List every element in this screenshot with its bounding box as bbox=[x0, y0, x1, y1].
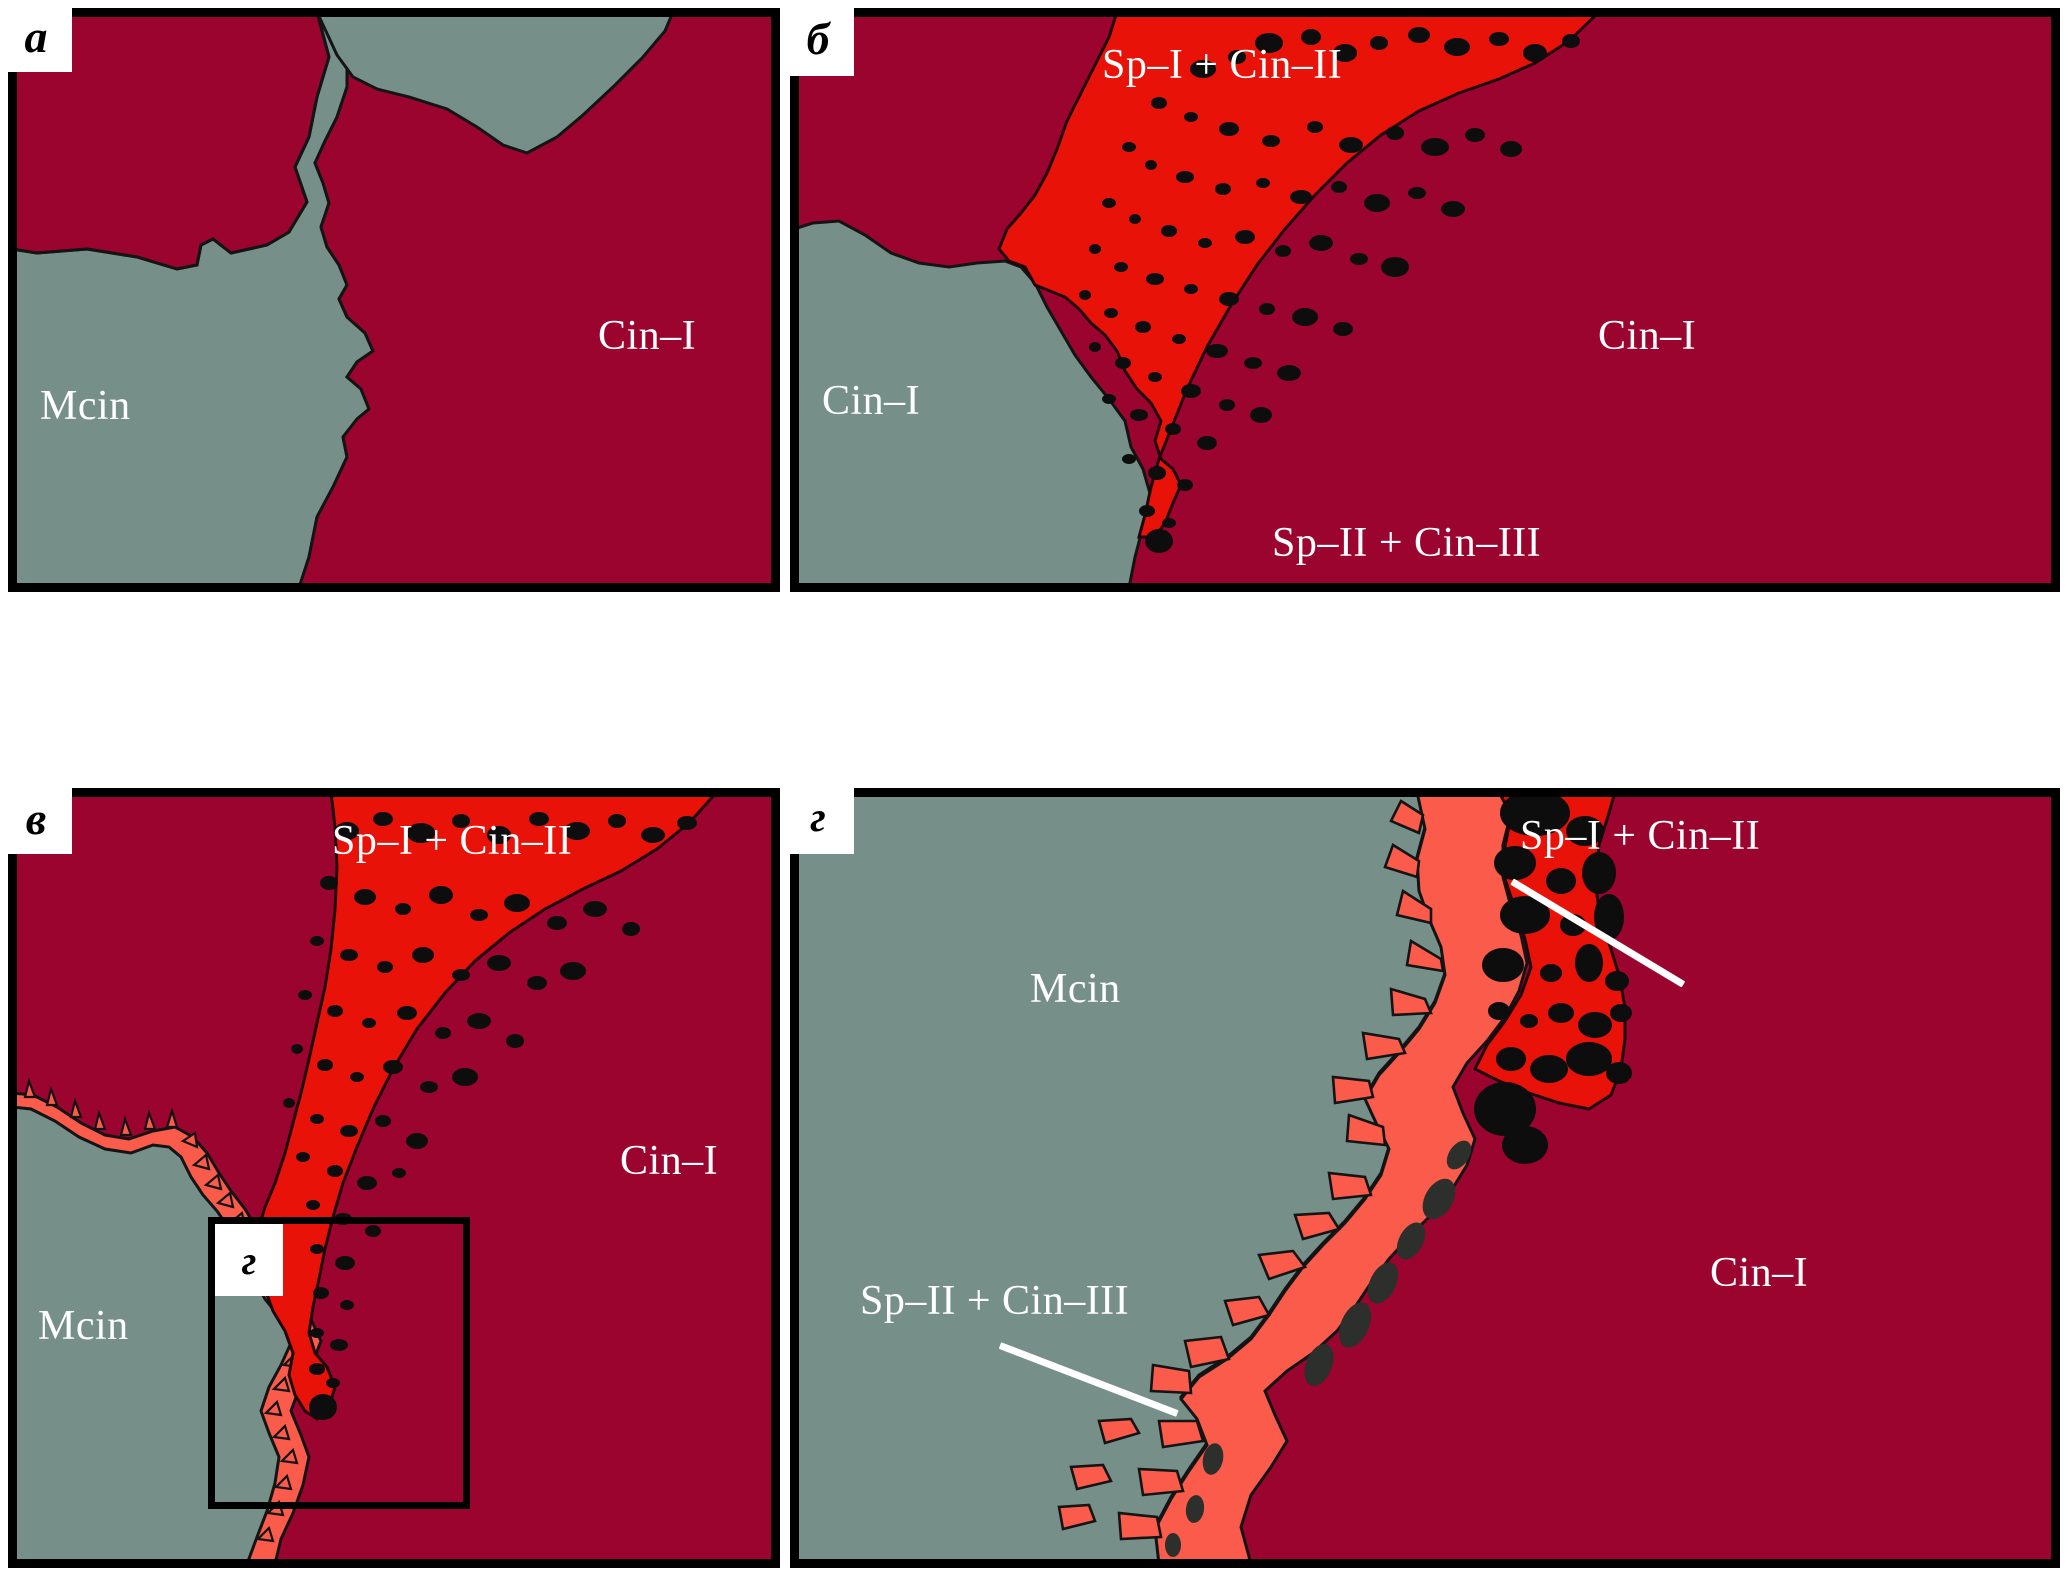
panel-v-label-mcin: Mcin bbox=[38, 1303, 129, 1349]
panel-v-label-sp1-cin2: Sp–I + Cin–II bbox=[332, 818, 573, 864]
panel-a-label-cin-1: Cin–I bbox=[598, 313, 697, 359]
sp2-inclusions-g bbox=[1165, 1140, 1472, 1557]
panel-a-label-mcin: Mcin bbox=[40, 383, 131, 429]
inset-region-g[interactable] bbox=[208, 1217, 470, 1509]
panel-v-label: в bbox=[0, 782, 72, 854]
panel-a-canvas bbox=[17, 17, 771, 583]
panel-b-label: б bbox=[782, 0, 854, 76]
panel-g-label-sp2-cin3: Sp–II + Cin–III bbox=[860, 1278, 1130, 1324]
panel-a-frame bbox=[8, 8, 780, 592]
panel-a-label: а bbox=[0, 0, 72, 72]
panel-b-label-cin-1-left: Cin–I bbox=[822, 378, 921, 424]
panel-g-label: г bbox=[782, 782, 854, 854]
panel-g bbox=[790, 788, 2060, 1568]
salmon-dendrites bbox=[1057, 799, 1445, 1541]
panel-b bbox=[790, 8, 2060, 592]
panel-b-frame bbox=[790, 8, 2060, 592]
panel-g-label-sp1-cin2: Sp–I + Cin–II bbox=[1520, 813, 1761, 859]
panel-a bbox=[8, 8, 780, 592]
sp1-inclusions-g bbox=[1474, 797, 1632, 1164]
panel-b-label-sp2-cin3: Sp–II + Cin–III bbox=[1272, 520, 1542, 566]
panel-v-canvas bbox=[17, 797, 771, 1559]
panel-b-label-sp1-cin2: Sp–I + Cin–II bbox=[1102, 42, 1343, 88]
panel-b-canvas bbox=[799, 17, 2051, 583]
panel-g-label-mcin: Mcin bbox=[1030, 966, 1121, 1012]
sp1-inclusions-v bbox=[283, 812, 697, 1420]
panel-v bbox=[8, 788, 780, 1568]
panel-g-label-cin-1: Cin–I bbox=[1710, 1250, 1809, 1296]
panel-g-canvas bbox=[799, 797, 2051, 1559]
panel-g-frame bbox=[790, 788, 2060, 1568]
panel-b-label-cin-1-right: Cin–I bbox=[1598, 313, 1697, 359]
sp1-inclusions bbox=[1079, 27, 1580, 553]
panel-v-label-cin-1: Cin–I bbox=[620, 1138, 719, 1184]
panel-v-frame bbox=[8, 788, 780, 1568]
inset-region-g-label: г bbox=[215, 1224, 283, 1296]
